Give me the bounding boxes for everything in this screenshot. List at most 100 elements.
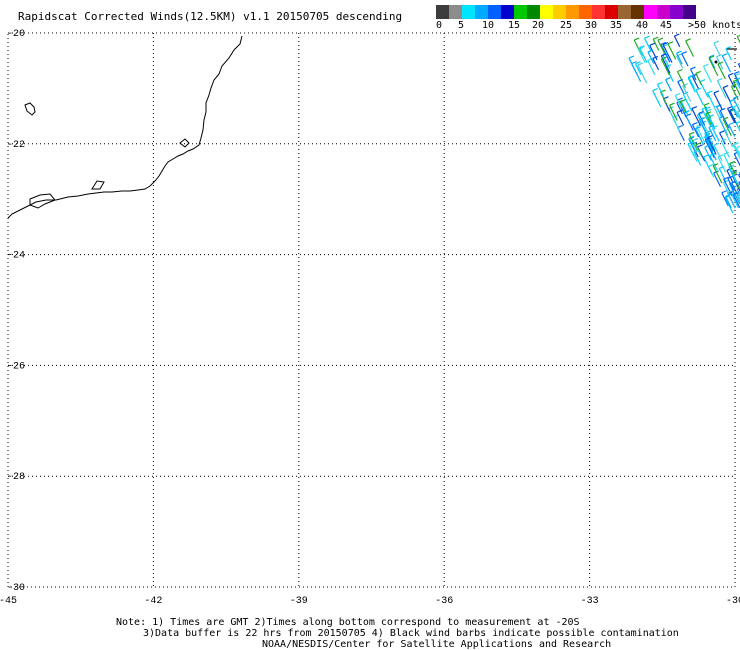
wind-barb [691, 108, 702, 127]
wind-barb [723, 178, 733, 196]
coastline-lagoon [91, 180, 105, 190]
wind-barb-flag [699, 117, 705, 121]
wind-barb [735, 122, 740, 133]
wind-barb-flag [669, 102, 675, 106]
wind-barb-flag [697, 112, 703, 116]
wind-barb [691, 124, 700, 138]
wind-barb-flag [712, 163, 719, 167]
footnote-line-3: NOAA/NESDIS/Center for Satellite Applica… [262, 639, 612, 650]
wind-barb-flag [717, 78, 723, 82]
wind-barb-flag [638, 46, 644, 51]
wind-barb-flag [721, 190, 727, 194]
wind-barb [656, 84, 665, 97]
wind-barb [722, 87, 731, 103]
wind-barb-flag [713, 142, 720, 146]
wind-barb-flag [735, 120, 740, 124]
wind-barb-flag [703, 102, 710, 106]
wind-barb [736, 111, 740, 118]
wind-barb [674, 95, 682, 108]
wind-barb [729, 163, 737, 176]
wind-barb [724, 197, 734, 214]
wind-barb-flag [696, 123, 702, 127]
wind-barb [724, 130, 734, 148]
wind-barb-flag [703, 154, 709, 158]
legend-label: 35 [610, 20, 623, 31]
wind-barb [713, 42, 721, 56]
wind-barb-flag [728, 122, 735, 126]
wind-barb [693, 151, 702, 166]
wind-barb-flag [708, 163, 714, 167]
wind-barb [720, 140, 730, 158]
wind-barb [676, 102, 683, 115]
wind-barb-flag [733, 141, 739, 146]
wind-speed-color-legend [436, 5, 696, 19]
coastline-mainland [7, 35, 243, 219]
wind-barb [682, 93, 693, 112]
wind-barb [706, 92, 715, 108]
lat-label: -28 [7, 472, 25, 483]
legend-swatch [488, 5, 501, 19]
contamination-dot [714, 60, 718, 64]
coastline-inlet [179, 138, 190, 148]
legend-swatch [436, 5, 449, 19]
legend-label: 45 [660, 20, 673, 31]
wind-barb-flag [635, 61, 641, 65]
wind-barb [647, 60, 656, 76]
wind-barb-flag [665, 77, 671, 81]
legend-swatch [462, 5, 475, 19]
wind-barb-flag [690, 66, 696, 70]
wind-barb-flag [691, 105, 698, 110]
wind-barb-flag [657, 37, 664, 41]
wind-barb-flag [633, 37, 640, 41]
wind-barb [688, 146, 698, 162]
wind-barb [722, 119, 732, 136]
wind-barb [662, 54, 671, 69]
wind-barb-flag [719, 130, 725, 134]
wind-barb [705, 113, 713, 126]
wind-barb [725, 196, 732, 209]
wind-barb-flag [736, 193, 740, 196]
lon-label: -33 [581, 596, 599, 607]
legend-swatch [579, 5, 592, 19]
footnote-line-1: Note: 1) Times are GMT 2)Times along bot… [116, 617, 580, 628]
wind-barb [708, 56, 716, 69]
wind-barb [732, 194, 740, 209]
wind-barb [717, 63, 726, 80]
wind-barb-flag [717, 154, 724, 158]
wind-barb [682, 85, 692, 102]
wind-barb [736, 188, 740, 197]
wind-barb-flag [733, 192, 739, 196]
lon-label: -36 [435, 596, 453, 607]
wind-barb-flag [687, 141, 694, 145]
wind-barb-flag [734, 70, 740, 75]
wind-barb-flag [725, 193, 731, 198]
wind-barb [713, 144, 723, 162]
wind-barb [703, 104, 712, 119]
wind-barb [722, 182, 731, 196]
wind-barb-flag [639, 45, 645, 49]
wind-barb-flag [705, 106, 711, 110]
wind-barb-flag [695, 126, 701, 130]
wind-barb [649, 45, 658, 61]
wind-barb [694, 128, 705, 146]
axis-labels: -20 -22 -24 -26 -28 -30 -45 -42 -39 -36 -33 -30 [0, 29, 740, 607]
legend-swatch [475, 5, 488, 19]
wind-barb-flag [707, 134, 713, 139]
wind-barb [719, 132, 726, 145]
wind-barb-flag [720, 138, 727, 142]
legend-swatch [657, 5, 670, 19]
wind-barb [695, 73, 703, 86]
wind-barb [735, 79, 740, 90]
wind-barb [691, 75, 699, 89]
legend-swatch [605, 5, 618, 19]
wind-barb [703, 156, 713, 174]
wind-barb [712, 165, 723, 184]
wind-barb-flag [719, 165, 725, 169]
wind-speed-legend-labels: 0 5 10 15 20 25 30 35 40 45 >50 knots [430, 20, 740, 34]
wind-barb-flag [727, 175, 733, 179]
wind-barb [660, 91, 668, 105]
legend-label: 5 [458, 20, 465, 31]
wind-barb-flag [728, 72, 734, 76]
lat-label: -30 [7, 583, 25, 594]
